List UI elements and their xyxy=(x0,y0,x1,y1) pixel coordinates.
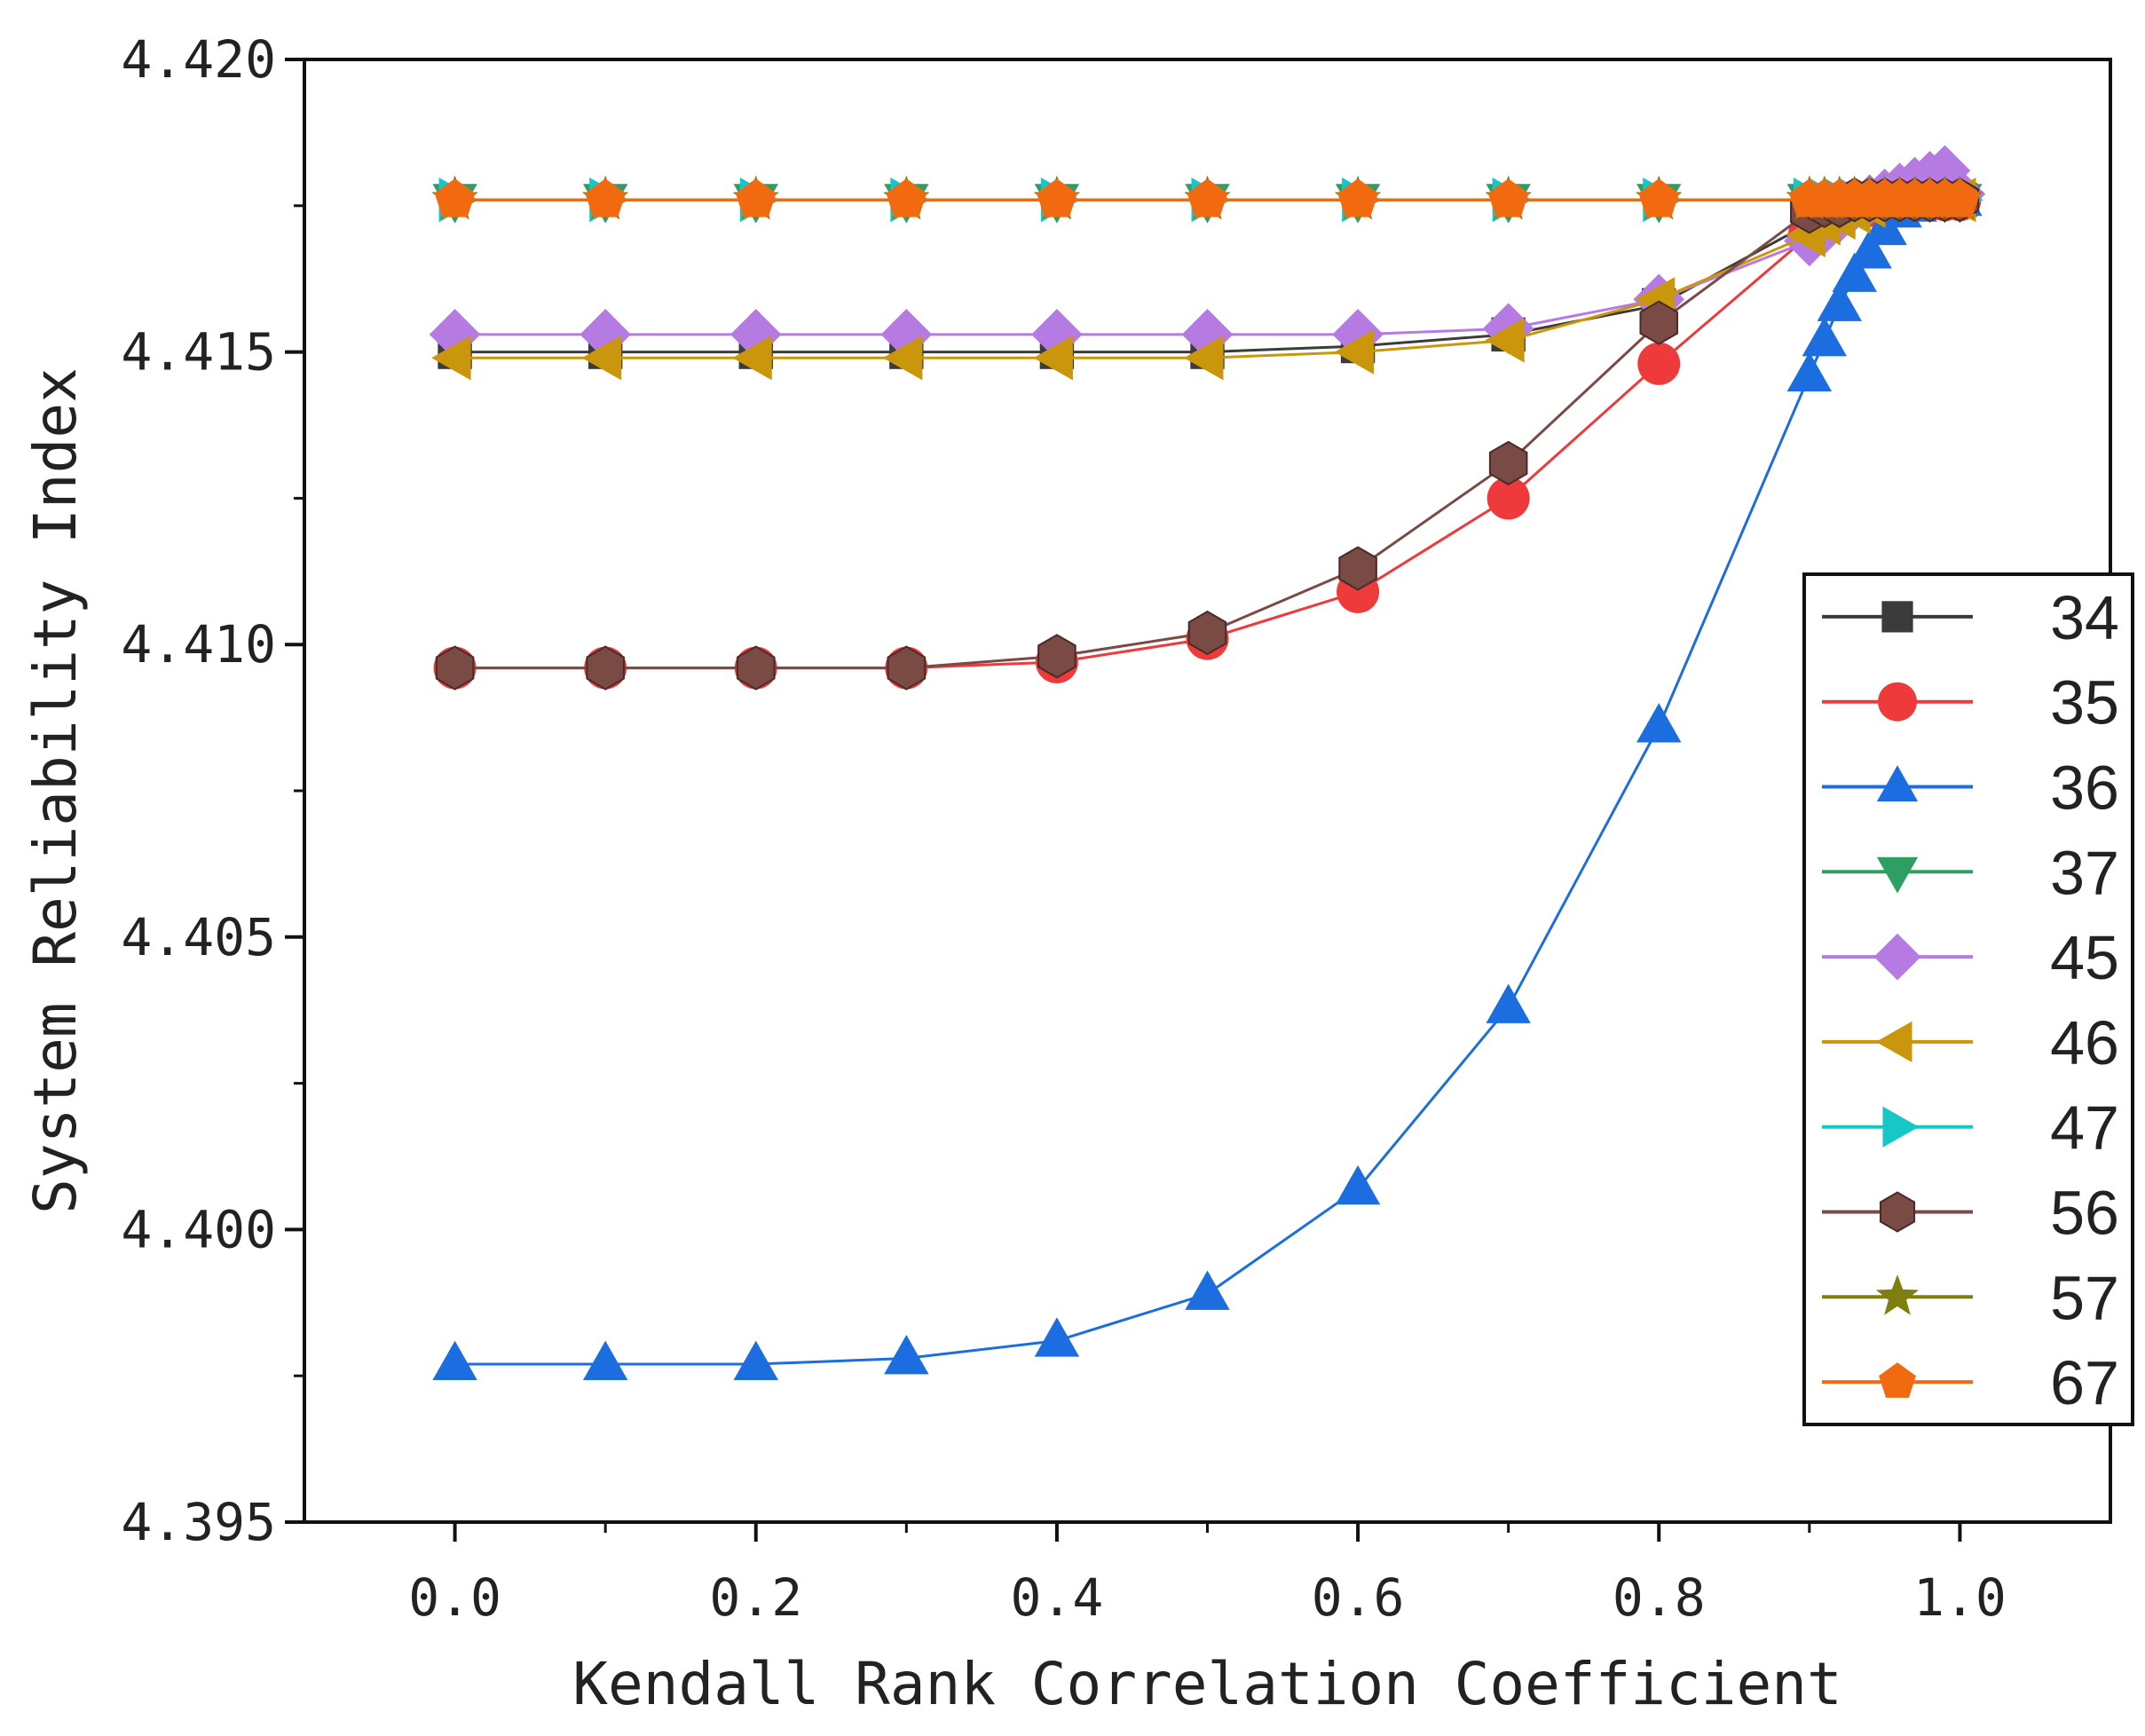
legend-marker-45 xyxy=(1873,933,1921,981)
data-point-46 xyxy=(1033,335,1073,381)
x-tick-label: 1.0 xyxy=(1913,1567,2007,1628)
legend-marker-47 xyxy=(1882,1106,1920,1148)
data-point-56 xyxy=(1488,440,1528,486)
data-point-36 xyxy=(1802,317,1847,357)
data-point-56 xyxy=(1037,634,1076,679)
data-point-67 xyxy=(1487,178,1529,217)
data-point-67 xyxy=(1187,178,1228,217)
data-point-36 xyxy=(733,1340,778,1381)
series-67 xyxy=(434,178,1981,217)
data-point-67 xyxy=(1037,178,1077,217)
x-axis-title: Kendall Rank Correlation Coefficient xyxy=(572,1650,1841,1718)
data-point-67 xyxy=(886,178,927,217)
legend-marker-36 xyxy=(1876,765,1919,801)
data-point-45 xyxy=(729,309,782,360)
data-point-46 xyxy=(882,335,923,381)
y-axis-title: System Reliability Index xyxy=(21,367,90,1214)
legend-label-57: 57 xyxy=(2050,1263,2119,1332)
y-tick-label: 4.420 xyxy=(121,29,276,90)
data-point-36 xyxy=(1486,983,1531,1023)
y-tick-label: 4.395 xyxy=(121,1492,276,1552)
legend-marker-46 xyxy=(1875,1021,1912,1062)
legend-marker-35 xyxy=(1878,682,1917,722)
legend-label-34: 34 xyxy=(2050,583,2119,652)
legend-label-37: 37 xyxy=(2050,838,2119,907)
legend-marker-37 xyxy=(1876,856,1919,894)
legend-marker-57 xyxy=(1875,1274,1920,1315)
data-point-46 xyxy=(1184,335,1224,381)
axes-layer: 0.0 0.2 0.4 0.6 0.8 1.0 4.395 4.400 4.405 4.410 4.… xyxy=(121,29,2006,1628)
legend-marker-67 xyxy=(1879,1362,1916,1398)
data-point-36 xyxy=(1185,1270,1230,1310)
data-point-36 xyxy=(884,1335,929,1375)
legend-marker-56 xyxy=(1879,1191,1916,1233)
data-point-67 xyxy=(434,178,476,217)
y-tick-label: 4.415 xyxy=(121,322,276,383)
y-tick-label: 4.400 xyxy=(121,1199,276,1259)
x-tick-label: 0.0 xyxy=(408,1567,501,1628)
data-point-67 xyxy=(585,178,626,217)
legend: 34 35 36 37 45 46 47 56 57 67 xyxy=(1802,572,2134,1426)
legend-label-46: 46 xyxy=(2050,1008,2119,1077)
legend-label-67: 67 xyxy=(2050,1348,2119,1417)
data-point-45 xyxy=(1919,145,1971,197)
legend-label-35: 35 xyxy=(2050,668,2119,738)
data-point-35 xyxy=(1637,342,1681,385)
legend-label-47: 47 xyxy=(2050,1093,2119,1163)
x-tick-label: 0.4 xyxy=(1011,1567,1104,1628)
data-point-46 xyxy=(732,335,772,381)
y-tick-label: 4.405 xyxy=(121,907,276,967)
data-point-36 xyxy=(582,1340,628,1381)
data-point-67 xyxy=(735,178,777,217)
x-tick-label: 0.6 xyxy=(1312,1567,1405,1628)
data-point-36 xyxy=(1636,703,1682,743)
data-point-56 xyxy=(435,645,475,690)
legend-box xyxy=(1802,572,2134,1426)
data-point-56 xyxy=(736,645,776,690)
legend-label-36: 36 xyxy=(2050,754,2119,823)
series-layer xyxy=(429,145,1986,1381)
data-point-36 xyxy=(1832,252,1877,292)
legend-label-56: 56 xyxy=(2050,1179,2119,1248)
data-point-56 xyxy=(887,645,927,690)
data-point-56 xyxy=(586,645,625,690)
data-point-67 xyxy=(1337,178,1378,217)
data-point-36 xyxy=(432,1340,477,1381)
legend-marker-34 xyxy=(1881,601,1913,633)
data-point-36 xyxy=(1786,351,1833,391)
data-point-56 xyxy=(1338,546,1377,591)
x-tick-label: 0.2 xyxy=(709,1567,802,1628)
data-point-46 xyxy=(581,335,622,381)
data-point-36 xyxy=(1817,281,1862,321)
data-point-46 xyxy=(1334,329,1375,375)
legend-label-45: 45 xyxy=(2050,923,2119,992)
data-point-36 xyxy=(1847,229,1892,269)
data-point-36 xyxy=(1335,1164,1381,1205)
data-point-67 xyxy=(1939,178,1981,217)
x-tick-label: 0.8 xyxy=(1613,1567,1706,1628)
data-point-35 xyxy=(1487,477,1530,520)
data-point-56 xyxy=(1187,610,1227,656)
data-point-46 xyxy=(1485,318,1525,363)
data-point-46 xyxy=(431,335,471,381)
data-point-36 xyxy=(1034,1317,1080,1357)
data-point-56 xyxy=(1639,300,1679,345)
y-tick-label: 4.410 xyxy=(121,614,276,675)
data-point-67 xyxy=(1638,178,1680,217)
